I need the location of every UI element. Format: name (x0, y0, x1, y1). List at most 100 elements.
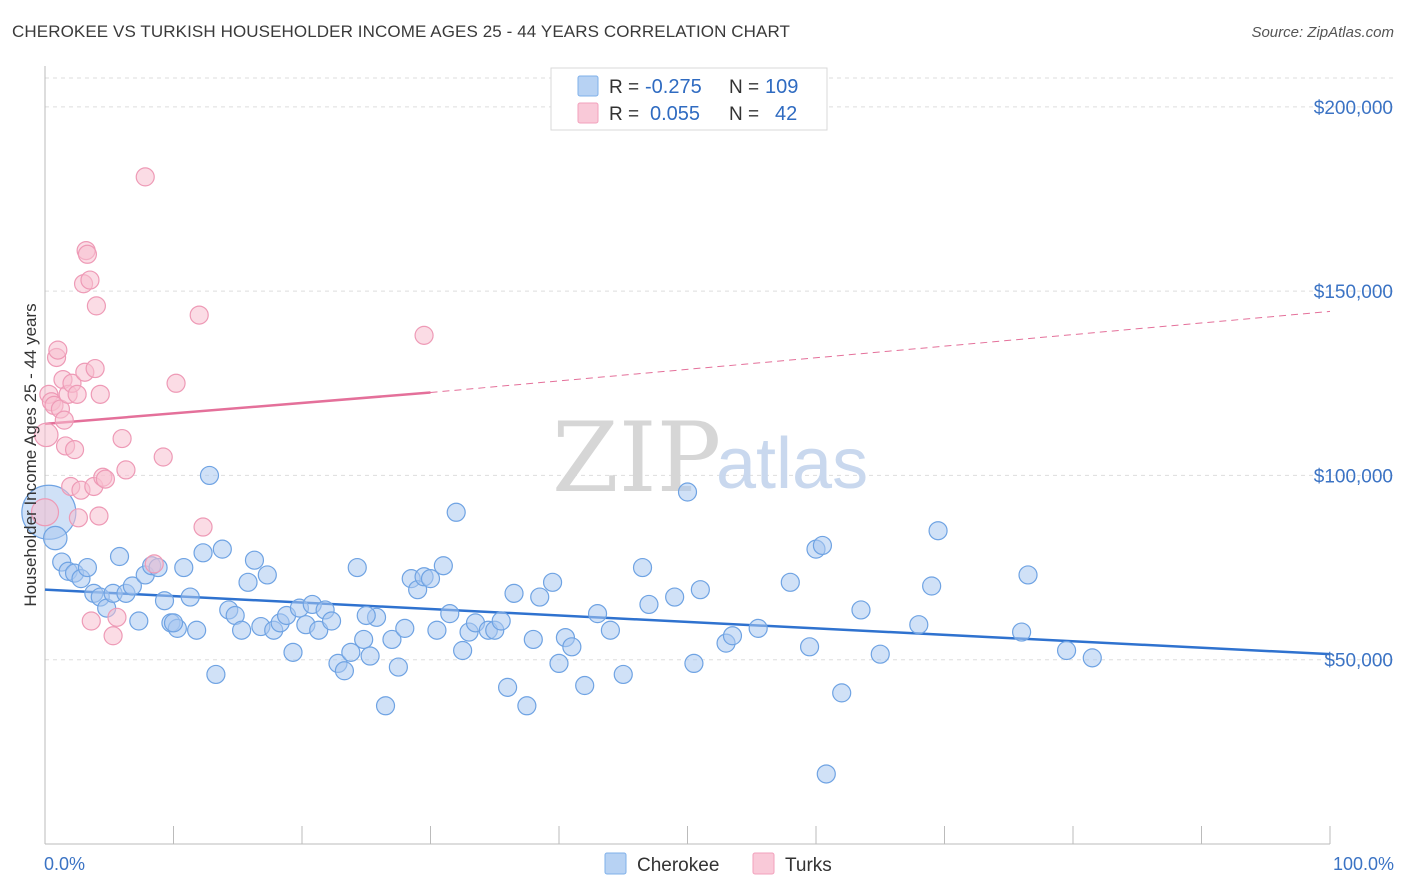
bottom-legend-turks: Turks (785, 855, 832, 876)
legend-r-value-1: -0.275 (645, 76, 702, 98)
cherokee-point (109, 546, 130, 567)
cherokee-point (193, 543, 213, 563)
cherokee-point (928, 521, 948, 541)
cherokee-point (375, 696, 396, 716)
x-tick-label: 100.0% (1333, 854, 1394, 874)
cherokee-point (212, 539, 232, 559)
cherokee-point (613, 664, 633, 685)
cherokee-point (420, 569, 441, 589)
cherokee-point (388, 657, 408, 677)
trend-lines (44, 310, 1331, 656)
turks-point (89, 506, 109, 526)
y-tick-label: $200,000 (1314, 98, 1393, 119)
y-tick-label: $50,000 (1324, 651, 1393, 672)
turks-point (107, 607, 127, 627)
x-tick-labels: 0.0% 100.0% (44, 854, 1394, 874)
cherokee-point (498, 677, 518, 697)
turks-point (85, 358, 105, 379)
cherokee-point (1011, 622, 1032, 642)
legend-n-label-1: N = (729, 77, 759, 98)
legend-swatch-turks (577, 102, 599, 124)
cherokee-point (517, 696, 537, 716)
data-points (21, 167, 1102, 784)
cherokee-point (639, 594, 659, 615)
cherokee-point (354, 629, 374, 650)
cherokee-point (575, 675, 595, 696)
trend-line-dashed-1 (430, 310, 1331, 393)
turks-point (67, 384, 87, 404)
cherokee-point (832, 683, 852, 703)
legend: R = -0.275 N = 109 R = 0.055 N = 42 (550, 67, 828, 131)
turks-point (77, 244, 98, 264)
bottom-legend-swatch-cherokee (604, 852, 627, 875)
chart-title: CHEROKEE VS TURKISH HOUSEHOLDER INCOME A… (12, 22, 791, 41)
legend-n-value-2: 42 (775, 103, 797, 125)
cherokee-point (812, 535, 833, 556)
legend-r-label-2: R = (609, 104, 639, 125)
turks-point (80, 270, 100, 290)
x-tick-label: 0.0% (44, 854, 85, 874)
cherokee-point (356, 605, 376, 626)
cherokee-point (632, 557, 653, 578)
cherokee-point (129, 611, 149, 631)
trend-line-solid-1 (44, 391, 431, 426)
cherokee-point (780, 572, 800, 592)
y-axis-label: Householder Income Ages 25 - 44 years (21, 303, 40, 606)
cherokee-point (562, 637, 582, 657)
cherokee-point (238, 572, 258, 592)
turks-point (86, 296, 107, 316)
cherokee-point (382, 629, 402, 650)
turks-point (30, 498, 60, 527)
cherokee-point (77, 557, 98, 578)
cherokee-point (677, 482, 698, 502)
cherokee-point (600, 620, 621, 640)
turks-point (144, 554, 164, 574)
bottom-legend-swatch-turks (752, 852, 775, 875)
turks-point (95, 469, 115, 489)
cherokee-point (491, 611, 511, 631)
cherokee-point (257, 565, 277, 585)
cherokee-point (748, 618, 768, 638)
cherokee-point (360, 646, 380, 666)
cherokee-point (816, 764, 836, 784)
turks-point (414, 325, 434, 345)
turks-point (193, 517, 213, 537)
cherokee-point (122, 576, 142, 596)
cherokee-point (199, 465, 220, 486)
bottom-legend: Cherokee Turks (604, 852, 832, 876)
cherokee-point (665, 587, 685, 607)
legend-r-value-2: 0.055 (650, 103, 700, 125)
watermark: ZIP atlas (552, 402, 868, 514)
cherokee-point (341, 642, 361, 662)
cherokee-point (922, 576, 942, 596)
cherokee-point (523, 629, 543, 650)
cherokee-point (321, 611, 342, 631)
cherokee-point (453, 640, 473, 661)
cherokee-point (909, 615, 929, 635)
cherokee-point (42, 525, 68, 551)
y-tick-labels: $50,000 $100,000 $150,000 $200,000 (1314, 98, 1393, 672)
turks-point (103, 626, 123, 646)
turks-point (54, 410, 74, 430)
turks-point (90, 384, 110, 404)
cherokee-point (690, 580, 710, 600)
turks-point (112, 428, 132, 449)
turks-point (81, 611, 101, 631)
turks-point (189, 305, 209, 325)
cherokee-point (427, 620, 447, 640)
cherokee-point (1018, 565, 1038, 585)
turks-point (135, 167, 155, 187)
cherokee-point (347, 557, 367, 578)
cherokee-point (433, 556, 453, 576)
watermark-zip: ZIP (552, 402, 721, 514)
cherokee-point (232, 620, 252, 640)
y-tick-label: $100,000 (1314, 466, 1393, 487)
cherokee-point (549, 653, 569, 674)
cherokee-point (283, 642, 303, 662)
cherokee-point (206, 664, 226, 685)
turks-point (153, 447, 173, 467)
cherokee-point (504, 583, 524, 603)
trend-line-0 (44, 588, 1331, 656)
cherokee-point (1056, 640, 1077, 661)
